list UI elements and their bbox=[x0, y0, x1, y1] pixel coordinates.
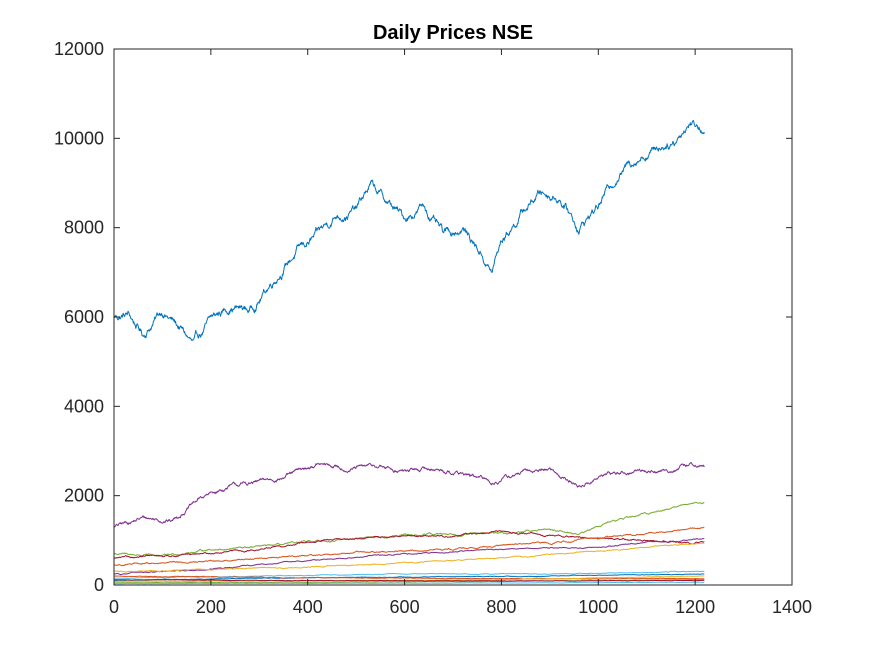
series-line-2 bbox=[113, 462, 705, 529]
y-tick-label: 2000 bbox=[64, 486, 104, 506]
chart-title: Daily Prices NSE bbox=[373, 22, 533, 44]
x-tick-label: 600 bbox=[390, 597, 420, 617]
series-line-13 bbox=[114, 579, 705, 582]
x-axis: 0 200 400 600 800 1000 1200 1400 bbox=[109, 49, 812, 617]
series-line-6 bbox=[113, 538, 705, 576]
series-line-3 bbox=[114, 501, 705, 557]
y-tick-label: 6000 bbox=[64, 307, 104, 327]
series-line-9 bbox=[113, 573, 705, 582]
x-tick-label: 1200 bbox=[675, 597, 715, 617]
x-tick-label: 0 bbox=[109, 597, 119, 617]
y-tick-label: 10000 bbox=[54, 128, 104, 148]
series-line-5 bbox=[113, 526, 705, 567]
series-line-8 bbox=[114, 570, 705, 580]
x-tick-label: 200 bbox=[196, 597, 226, 617]
plot-series-group bbox=[113, 119, 705, 585]
x-tick-label: 1000 bbox=[578, 597, 618, 617]
y-tick-label: 4000 bbox=[64, 396, 104, 416]
x-tick-label: 400 bbox=[293, 597, 323, 617]
series-line-14 bbox=[113, 581, 705, 585]
series-line-7 bbox=[113, 542, 705, 573]
series-line-10 bbox=[113, 575, 705, 580]
series-line-4 bbox=[113, 530, 705, 559]
y-tick-label: 12000 bbox=[54, 39, 104, 59]
y-axis: 0 2000 4000 6000 8000 10000 12000 bbox=[54, 39, 792, 595]
x-tick-label: 800 bbox=[486, 597, 516, 617]
axes-frame bbox=[113, 48, 793, 586]
x-tick-label: 1400 bbox=[772, 597, 812, 617]
series-line-1 bbox=[113, 119, 705, 341]
y-tick-label: 8000 bbox=[64, 218, 104, 238]
y-tick-label: 0 bbox=[94, 575, 104, 595]
